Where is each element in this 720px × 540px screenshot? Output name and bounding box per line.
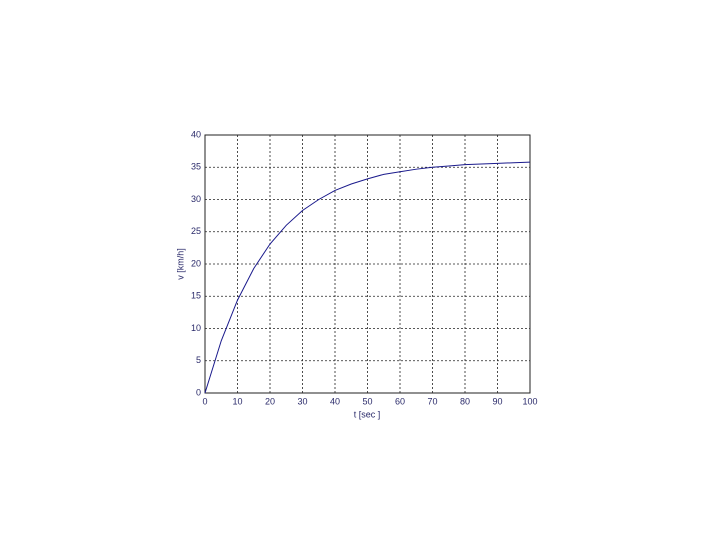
y-axis-label: v [km/h] — [175, 248, 185, 280]
y-tick-label: 15 — [191, 291, 201, 301]
plot-frame — [204, 134, 531, 394]
x-tick-label: 100 — [522, 396, 537, 406]
x-axis-label: t [sec ] — [354, 409, 381, 419]
x-tick-label: 70 — [427, 396, 437, 406]
x-tick-label: 20 — [265, 396, 275, 406]
y-tick-label: 10 — [191, 323, 201, 333]
x-tick-label: 30 — [297, 396, 307, 406]
x-tick-label: 40 — [330, 396, 340, 406]
y-tick-label: 30 — [191, 194, 201, 204]
y-tick-label: 5 — [196, 355, 201, 365]
x-tick-label: 60 — [395, 396, 405, 406]
y-tick-label: 25 — [191, 226, 201, 236]
data-line — [204, 161, 531, 394]
x-tick-label: 90 — [492, 396, 502, 406]
x-tick-label: 0 — [202, 396, 207, 406]
y-tick-label: 35 — [191, 162, 201, 172]
x-tick-label: 80 — [460, 396, 470, 406]
x-tick-label: 10 — [232, 396, 242, 406]
y-tick-label: 0 — [196, 387, 201, 397]
x-tick-label: 50 — [362, 396, 372, 406]
y-tick-label: 40 — [191, 129, 201, 139]
y-tick-label: 20 — [191, 258, 201, 268]
